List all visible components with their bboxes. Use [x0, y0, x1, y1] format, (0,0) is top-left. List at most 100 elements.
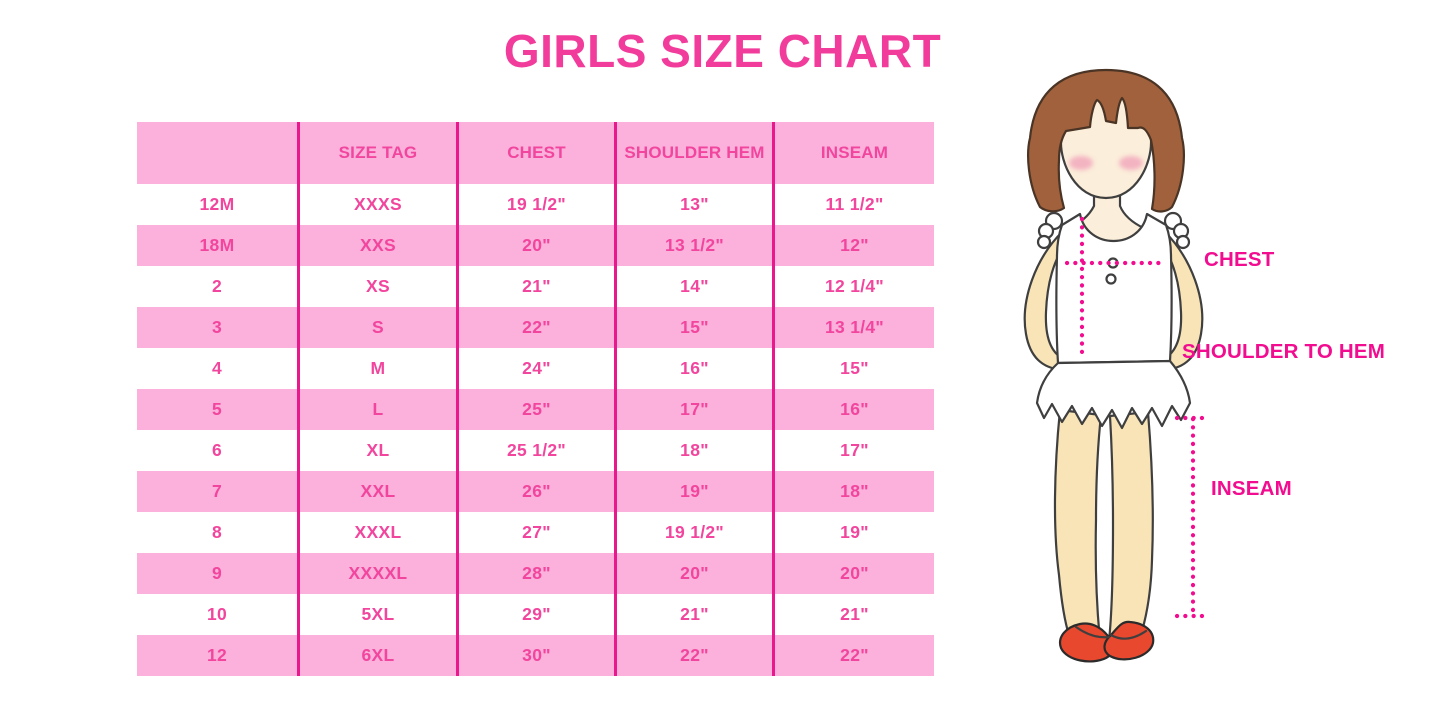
table-cell: 3 [211, 317, 223, 337]
table-cell: 19" [614, 471, 772, 512]
table-cell: 20" [614, 553, 772, 594]
table-cell: 30" [456, 635, 614, 676]
table-cell: 5 [211, 399, 223, 419]
table-row: 7 XXL 26" 19" 18" [137, 471, 934, 512]
table-cell: 6 [211, 440, 223, 460]
table-cell: 12 1/4" [772, 266, 934, 307]
size-table: SIZE TAG CHEST SHOULDER HEM INSEAM 12M XXXS 1… [137, 122, 934, 676]
table-cell: M [297, 348, 456, 389]
table-cell: 12" [772, 225, 934, 266]
chest-measure-label: CHEST [1204, 248, 1275, 271]
table-cell: 21" [614, 594, 772, 635]
table-cell: 20" [456, 225, 614, 266]
tank-top [1055, 212, 1173, 365]
right-shoulder-ruffle [1175, 234, 1191, 250]
table-cell: 18M [199, 235, 235, 255]
table-row: 2 XS 21" 14" 12 1/4" [137, 266, 934, 307]
column-header [137, 122, 297, 184]
table-row: 6 XL 25 1/2" 18" 17" [137, 430, 934, 471]
measurement-lines [1064, 216, 1206, 619]
table-cell: 9 [211, 563, 223, 583]
table-cell: 13 1/4" [772, 307, 934, 348]
table-cell: L [297, 389, 456, 430]
hair [1027, 68, 1185, 213]
table-cell: 25 1/2" [456, 430, 614, 471]
top-button [1105, 273, 1117, 285]
table-cell: XXXXL [297, 553, 456, 594]
table-cell: 13" [614, 184, 772, 225]
table-cell: 28" [456, 553, 614, 594]
shoulder-hem-measure-label: SHOULDER TO HEM [1182, 340, 1386, 363]
table-cell: 27" [456, 512, 614, 553]
table-cell: 22" [772, 635, 934, 676]
right-leg [1107, 410, 1154, 643]
table-row: 12M XXXS 19 1/2" 13" 11 1/2" [137, 184, 934, 225]
page-title: GIRLS SIZE CHART [503, 25, 942, 77]
table-cell: 8 [211, 522, 223, 542]
table-cell: 19 1/2" [614, 512, 772, 553]
right-cheek [1119, 156, 1143, 170]
table-cell: 16" [614, 348, 772, 389]
column-header: CHEST [456, 122, 614, 184]
table-cell: 19" [772, 512, 934, 553]
left-shoe [1058, 622, 1115, 663]
table-cell: 12M [199, 194, 235, 214]
table-cell: 13 1/2" [614, 225, 772, 266]
column-header: SIZE TAG [297, 122, 456, 184]
table-cell: 18" [614, 430, 772, 471]
column-header: INSEAM [772, 122, 934, 184]
table-body: 12M XXXS 19 1/2" 13" 11 1/2" 18M XXS 20" 13 1/2"… [137, 184, 934, 676]
table-row: 5 L 25" 17" 16" [137, 389, 934, 430]
left-shoulder-ruffle [1036, 234, 1052, 250]
table-cell: 17" [614, 389, 772, 430]
table-cell: 14" [614, 266, 772, 307]
table-cell: XXXS [297, 184, 456, 225]
table-cell: XXL [297, 471, 456, 512]
table-cell: XXS [297, 225, 456, 266]
table-row: 9 XXXXL 28" 20" 20" [137, 553, 934, 594]
table-cell: 20" [772, 553, 934, 594]
table-cell: 7 [211, 481, 223, 501]
table-cell: 19 1/2" [456, 184, 614, 225]
table-cell: 10 [206, 604, 228, 624]
table-header-row: SIZE TAG CHEST SHOULDER HEM INSEAM [137, 122, 934, 184]
table-cell: XL [297, 430, 456, 471]
table-cell: 16" [772, 389, 934, 430]
table-cell: 15" [772, 348, 934, 389]
table-cell: 21" [456, 266, 614, 307]
column-header: SHOULDER HEM [614, 122, 772, 184]
table-row: 18M XXS 20" 13 1/2" 12" [137, 225, 934, 266]
girl-illustration [1023, 68, 1206, 663]
left-cheek [1069, 156, 1093, 170]
table-cell: 11 1/2" [772, 184, 934, 225]
table-cell: 2 [211, 276, 223, 296]
table-cell: 18" [772, 471, 934, 512]
table-cell: 24" [456, 348, 614, 389]
left-shoe-strap [1074, 625, 1111, 639]
inseam-measure-label: INSEAM [1211, 477, 1292, 500]
skirt [1035, 359, 1192, 430]
right-shoe [1103, 620, 1155, 661]
table-cell: 22" [614, 635, 772, 676]
table-cell: 21" [772, 594, 934, 635]
left-leg [1053, 408, 1103, 643]
table-cell: 25" [456, 389, 614, 430]
table-cell: XS [297, 266, 456, 307]
table-cell: S [297, 307, 456, 348]
table-row: 12 6XL 30" 22" 22" [137, 635, 934, 676]
table-cell: 22" [456, 307, 614, 348]
table-cell: 4 [211, 358, 223, 378]
table-row: 4 M 24" 16" 15" [137, 348, 934, 389]
table-cell: 29" [456, 594, 614, 635]
table-cell: XXXL [297, 512, 456, 553]
table-cell: 26" [456, 471, 614, 512]
table-cell: 5XL [297, 594, 456, 635]
table-row: 8 XXXL 27" 19 1/2" 19" [137, 512, 934, 553]
table-row: 3 S 22" 15" 13 1/4" [137, 307, 934, 348]
table-cell: 6XL [297, 635, 456, 676]
table-cell: 15" [614, 307, 772, 348]
right-shoe-strap [1109, 629, 1148, 640]
table-cell: 12 [206, 645, 228, 665]
table-row: 10 5XL 29" 21" 21" [137, 594, 934, 635]
